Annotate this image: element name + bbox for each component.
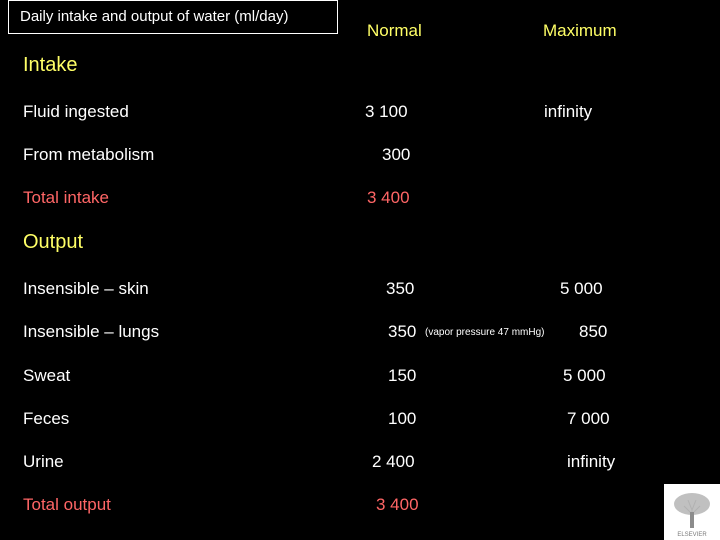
row-normal-insensible-skin: 350 [386,279,415,298]
tree-logo-icon: ELSEVIER [667,487,717,538]
row-normal-from-metabolism: 300 [382,145,411,164]
row-maximum-feces: 7 000 [567,409,610,428]
publisher-logo: ELSEVIER [664,484,720,540]
row-label-feces: Feces [23,409,70,428]
row-normal-insensible-lungs: 350 [388,322,417,341]
row-maximum-insensible-skin: 5 000 [560,279,603,298]
row-normal-feces: 100 [388,409,417,428]
column-header-maximum: Maximum [543,21,617,40]
title-box [8,0,338,34]
row-label-sweat: Sweat [23,366,71,385]
row-normal-fluid-ingested: 3 100 [365,102,408,121]
row-maximum-insensible-lungs: 850 [579,322,608,341]
svg-text:ELSEVIER: ELSEVIER [677,532,707,538]
row-maximum-sweat: 5 000 [563,366,606,385]
total-intake-label: Total intake [23,188,109,207]
row-label-fluid-ingested: Fluid ingested [23,102,129,121]
section-heading-output: Output [23,231,84,253]
row-normal-urine: 2 400 [372,452,415,471]
row-maximum-urine: infinity [567,452,616,471]
total-intake-normal: 3 400 [367,188,410,207]
row-label-urine: Urine [23,452,64,471]
row-normal-sweat: 150 [388,366,417,385]
row-maximum-fluid-ingested: infinity [544,102,593,121]
total-output-normal: 3 400 [376,495,419,514]
column-header-normal: Normal [367,21,422,40]
table-title: Daily intake and output of water (ml/day… [20,8,289,25]
total-output-label: Total output [23,495,111,514]
row-note-vapor-pressure: (vapor pressure 47 mmHg) [425,327,545,338]
row-label-insensible-lungs: Insensible – lungs [23,322,160,341]
row-label-insensible-skin: Insensible – skin [23,279,149,298]
section-heading-intake: Intake [23,54,78,76]
row-label-from-metabolism: From metabolism [23,145,155,164]
